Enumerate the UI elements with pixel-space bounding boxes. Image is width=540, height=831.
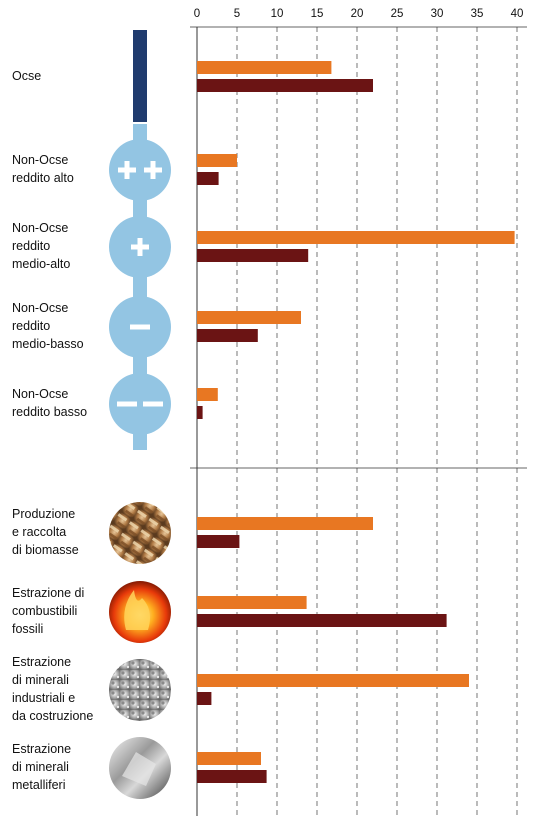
category-label-line: Non-Ocse <box>12 153 69 167</box>
bar-series-2 <box>197 249 309 262</box>
x-tick-label: 35 <box>471 8 484 20</box>
metal-ore-photo-icon <box>109 737 171 799</box>
category-label: Estrazione di minerali metalliferi <box>12 740 71 794</box>
category-label-line: industriali e <box>12 691 76 705</box>
category-label: Non-Ocse reddito alto <box>12 151 74 187</box>
x-tick-label: 40 <box>511 8 524 20</box>
category-label: Produzione e raccolta di biomasse <box>12 505 79 559</box>
category-label-line: Non-Ocse <box>12 301 69 315</box>
bar-series-2 <box>197 614 447 627</box>
category-label-line: Estrazione <box>12 742 72 756</box>
bar-series-1 <box>197 517 373 530</box>
x-tick-label: 20 <box>351 8 364 20</box>
category-label: Non-Ocse reddito medio-basso <box>12 299 84 353</box>
category-label-line: combustibili <box>12 604 78 618</box>
double-plus-icon <box>109 139 171 201</box>
category-label: Ocse <box>12 67 41 85</box>
category-label-line: Non-Ocse <box>12 221 69 235</box>
category-label-line: di minerali <box>12 673 69 687</box>
x-tick-label: 0 <box>194 8 200 20</box>
bar-series-1 <box>197 61 332 74</box>
category-label-line: e raccolta <box>12 525 67 539</box>
category-label-line: medio-basso <box>12 337 84 351</box>
x-tick-label: 15 <box>311 8 324 20</box>
x-tick-label: 25 <box>391 8 404 20</box>
biomass-photo-icon <box>109 502 171 564</box>
oecd-bar-icon <box>133 30 147 122</box>
x-tick-label: 10 <box>271 8 284 20</box>
bar-series-2 <box>197 172 219 185</box>
bar-series-1 <box>197 388 218 401</box>
bar-series-2 <box>197 692 212 705</box>
minerals-photo-icon <box>109 659 171 721</box>
category-label-line: reddito basso <box>12 405 88 419</box>
bar-series-1 <box>197 752 261 765</box>
category-label-line: Estrazione di <box>12 586 85 600</box>
category-label-line: reddito alto <box>12 171 74 185</box>
category-label-line: reddito <box>12 319 51 333</box>
category-label-line: fossili <box>12 622 44 636</box>
bar-series-1 <box>197 674 469 687</box>
category-label-line: reddito <box>12 239 51 253</box>
bar-series-1 <box>197 311 301 324</box>
x-tick-label: 30 <box>431 8 444 20</box>
category-label: Non-Ocse reddito basso <box>12 385 87 421</box>
bar-series-2 <box>197 79 373 92</box>
plus-icon <box>109 216 171 278</box>
bar-series-2 <box>197 329 258 342</box>
connector-pipe <box>133 124 147 450</box>
category-label-line: Ocse <box>12 69 42 83</box>
category-label-line: di minerali <box>12 760 69 774</box>
category-label-line: Produzione <box>12 507 76 521</box>
category-label: Estrazione di minerali industriali e da cos… <box>12 653 93 725</box>
bar-series-1 <box>197 154 237 167</box>
bar-series-2 <box>197 535 240 548</box>
bar-series-1 <box>197 231 515 244</box>
category-label-line: medio-alto <box>12 257 71 271</box>
minus-icon <box>109 296 171 358</box>
fire-photo-icon <box>109 581 171 643</box>
x-tick-label: 5 <box>234 8 240 20</box>
category-label-line: Non-Ocse <box>12 387 69 401</box>
category-label-line: Estrazione <box>12 655 72 669</box>
category-label: Non-Ocse reddito medio-alto <box>12 219 70 273</box>
category-label: Estrazione di combustibili fossili <box>12 584 84 638</box>
bar-series-2 <box>197 406 203 419</box>
category-label-line: da costruzione <box>12 709 94 723</box>
category-label-line: di biomasse <box>12 543 79 557</box>
bar-series-1 <box>197 596 307 609</box>
category-label-line: metalliferi <box>12 778 66 792</box>
double-minus-icon <box>109 373 171 435</box>
bar-series-2 <box>197 770 267 783</box>
